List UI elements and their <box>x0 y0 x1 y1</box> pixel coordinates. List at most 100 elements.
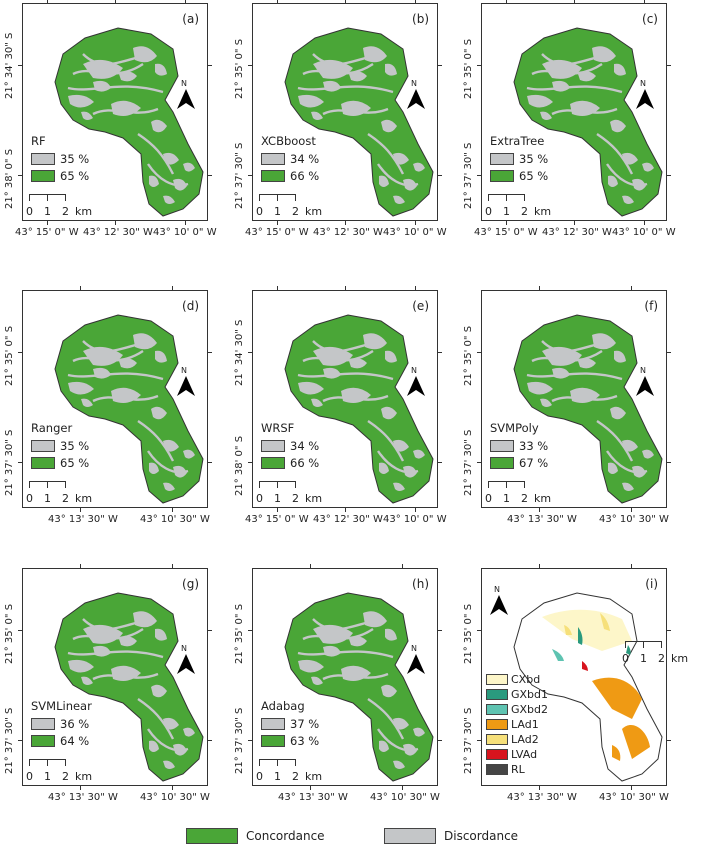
discordance-area <box>341 387 371 403</box>
discordance-area <box>393 152 409 165</box>
tick-mark <box>115 221 116 225</box>
scale-bar: 0 1 2 km <box>256 759 322 789</box>
tick-mark <box>18 462 22 463</box>
longitude-label: 43° 12' 30" W <box>83 227 153 238</box>
discordance-area <box>149 740 159 752</box>
discordance-area <box>403 743 417 756</box>
discordance-area <box>311 398 323 407</box>
tick-mark <box>80 508 81 512</box>
discordance-percent: 36 % <box>60 717 90 731</box>
discordance-area <box>111 387 141 403</box>
tick-mark <box>185 221 186 225</box>
panel-label: (c) <box>642 12 658 26</box>
tick-mark <box>667 740 671 741</box>
scale-label-unit: km <box>75 205 93 218</box>
tick-mark <box>172 786 173 790</box>
model-name: SVMLinear <box>31 699 92 713</box>
tick-mark <box>277 221 278 225</box>
soil-swatch <box>486 704 508 715</box>
scale-label-two: 2 <box>658 652 665 665</box>
soil-legend-GXbd2: GXbd2 <box>486 703 548 716</box>
discordance-area <box>393 195 405 204</box>
study-area-map <box>513 592 663 782</box>
north-label: N <box>181 644 187 653</box>
legend-concordance: 66 % <box>261 169 319 183</box>
north-arrow-icon: N <box>405 79 427 109</box>
scale-label-two: 2 <box>62 205 69 218</box>
tick-mark <box>277 508 278 512</box>
discordance-area <box>341 665 371 681</box>
discordance-area <box>155 350 167 363</box>
tick-mark <box>574 221 575 225</box>
soil-code: GXbd2 <box>511 703 549 716</box>
discordance-area <box>385 63 397 76</box>
discordance-area <box>393 760 405 769</box>
panel-label: (a) <box>182 12 199 26</box>
tick-mark <box>506 0 507 3</box>
discordance-area <box>163 195 175 204</box>
discordance-area <box>323 80 341 92</box>
discordance-area <box>68 659 94 673</box>
discordance-area <box>608 175 618 187</box>
concordance-label: Concordance <box>246 829 325 843</box>
panel-label: (e) <box>412 299 429 313</box>
tick-mark <box>667 630 671 631</box>
tick-mark <box>631 564 632 568</box>
north-arrow-shape <box>407 654 425 674</box>
concordance-percent: 65 % <box>60 456 90 470</box>
tick-mark <box>248 65 252 66</box>
discordance-area <box>149 175 159 187</box>
legend-discordance: 34 % <box>261 439 319 453</box>
tick-mark <box>415 286 416 290</box>
tick-mark <box>477 740 481 741</box>
soil-class-area <box>552 649 564 661</box>
discordance-area <box>367 420 405 462</box>
scale-label-zero: 0 <box>26 205 33 218</box>
discordance-area <box>413 162 425 172</box>
discordance-swatch <box>31 718 55 730</box>
scale-label-two: 2 <box>292 205 299 218</box>
tick-mark <box>438 175 442 176</box>
tick-mark <box>438 740 442 741</box>
concordance-swatch <box>31 170 55 182</box>
discordance-area <box>614 63 626 76</box>
longitude-label: 43° 15' 0" W <box>245 514 309 525</box>
discordance-area <box>578 358 596 369</box>
discordance-percent: 33 % <box>519 439 549 453</box>
map-panel-g: (g) N 0 1 2 km SVMLinear 36 % 64 % <box>22 568 208 786</box>
scale-label-zero: 0 <box>485 205 492 218</box>
scale-bar: 0 1 2 km <box>26 759 92 789</box>
discordance-area <box>363 333 387 350</box>
soil-class-area <box>564 625 572 635</box>
discordance-area <box>381 119 397 133</box>
tick-mark <box>631 508 632 512</box>
discordance-area <box>403 465 417 478</box>
tick-mark <box>415 221 416 225</box>
scale-label-two: 2 <box>521 492 528 505</box>
scale-label-one: 1 <box>274 492 281 505</box>
discordance-area <box>173 743 187 756</box>
discordance-area <box>81 676 93 685</box>
discordance-area <box>93 80 111 92</box>
scale-tick <box>488 481 489 488</box>
discordance-area <box>137 698 175 740</box>
discordance-area <box>552 80 570 92</box>
model-name: Ranger <box>31 421 73 435</box>
scale-tick <box>506 194 507 201</box>
north-arrow-shape <box>177 89 195 109</box>
concordance-swatch <box>261 457 285 469</box>
longitude-label: 43° 10' 0" W <box>383 514 447 525</box>
longitude-label: 43° 13' 30" W <box>48 792 118 803</box>
latitude-label: 21° 35' 0" S <box>463 325 474 386</box>
discordance-area <box>155 63 167 76</box>
north-arrow-icon: N <box>175 366 197 396</box>
tick-mark <box>402 786 403 790</box>
discordance-area <box>542 346 582 366</box>
discordance-area <box>542 59 582 79</box>
scale-bar: 0 1 2 km <box>256 481 322 511</box>
tick-mark <box>208 175 212 176</box>
footer-legend-discordance: Discordance <box>384 828 518 844</box>
scale-label-zero: 0 <box>26 770 33 783</box>
longitude-label: 43° 10' 30" W <box>370 792 440 803</box>
north-arrow-icon: N <box>405 366 427 396</box>
